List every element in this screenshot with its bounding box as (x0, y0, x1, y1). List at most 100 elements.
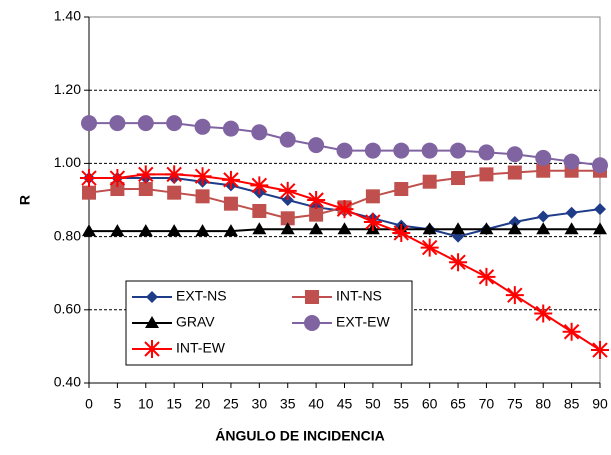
marker (478, 144, 495, 161)
marker (592, 157, 608, 174)
marker (505, 286, 524, 305)
marker (110, 224, 125, 237)
marker (392, 223, 411, 242)
marker (166, 115, 183, 132)
marker (252, 203, 267, 218)
marker (143, 340, 161, 358)
x-tick-label: 70 (479, 396, 495, 412)
marker (136, 165, 155, 184)
marker (508, 215, 521, 228)
marker (309, 222, 324, 235)
x-tick-label: 55 (393, 396, 409, 412)
y-tick-label: 1.20 (54, 81, 81, 97)
x-tick-label: 75 (507, 396, 523, 412)
marker (594, 203, 606, 216)
y-axis-title: R (17, 195, 33, 205)
marker (537, 210, 550, 223)
marker (363, 212, 382, 231)
marker (535, 149, 552, 166)
legend-label: GRAV (176, 314, 215, 330)
marker (534, 304, 553, 323)
marker (81, 115, 97, 132)
marker (195, 189, 210, 204)
x-tick-label: 65 (450, 396, 466, 412)
y-tick-label: 1.40 (54, 8, 81, 24)
marker (536, 222, 551, 235)
legend-box (125, 280, 413, 366)
x-tick-label: 90 (592, 396, 608, 412)
x-tick-label: 30 (252, 396, 268, 412)
marker (167, 185, 182, 200)
x-tick-label: 80 (535, 396, 551, 412)
legend-label: INT-NS (336, 288, 382, 304)
marker (507, 222, 522, 235)
marker (280, 222, 295, 235)
marker (507, 165, 522, 180)
marker (108, 169, 127, 188)
marker (167, 224, 182, 237)
marker (591, 341, 609, 360)
marker (222, 120, 239, 137)
marker (304, 315, 320, 331)
marker (280, 211, 295, 226)
marker (422, 174, 437, 189)
marker (336, 142, 353, 159)
marker (309, 207, 324, 222)
marker (82, 224, 96, 237)
marker (420, 238, 439, 257)
y-tick-label: 0.60 (54, 301, 81, 317)
marker (223, 196, 238, 211)
marker (138, 224, 153, 237)
legend-label: INT-EW (176, 340, 226, 356)
marker (250, 176, 269, 195)
marker (193, 167, 212, 186)
y-tick-label: 1.00 (54, 154, 81, 170)
x-axis-title: ÁNGULO DE INCIDENCIA (215, 428, 385, 444)
marker (364, 142, 381, 159)
marker (421, 142, 438, 159)
marker (450, 142, 467, 159)
marker (80, 169, 98, 188)
marker (82, 185, 96, 200)
marker (307, 191, 326, 209)
legend: EXT-NS INT-NS GRAV EXT-EW INT-EW (125, 280, 413, 366)
marker (565, 206, 578, 219)
marker (335, 200, 354, 219)
x-tick-label: 25 (223, 396, 239, 412)
marker (451, 222, 466, 235)
marker (308, 137, 325, 154)
marker (593, 222, 607, 235)
marker (279, 131, 296, 148)
marker (393, 142, 410, 159)
marker (479, 222, 494, 235)
marker (394, 182, 409, 197)
marker (449, 253, 468, 272)
marker (223, 224, 238, 237)
x-tick-label: 5 (113, 396, 121, 412)
marker (305, 290, 319, 304)
marker (278, 181, 297, 200)
marker (479, 167, 494, 182)
marker (165, 165, 184, 184)
marker (422, 222, 437, 235)
marker (536, 163, 551, 178)
marker (137, 115, 154, 132)
marker (221, 170, 240, 189)
x-tick-label: 35 (280, 396, 296, 412)
x-tick-label: 15 (166, 396, 182, 412)
marker (146, 291, 158, 303)
marker (195, 224, 210, 237)
x-tick-label: 50 (365, 396, 381, 412)
x-tick-label: 0 (85, 396, 93, 412)
x-tick-label: 85 (564, 396, 580, 412)
marker (365, 189, 380, 204)
marker (564, 222, 579, 235)
marker (138, 182, 153, 197)
marker (563, 153, 580, 170)
marker (194, 118, 211, 135)
marker (337, 222, 352, 235)
marker (109, 115, 126, 132)
marker (477, 267, 496, 286)
marker (145, 316, 159, 328)
